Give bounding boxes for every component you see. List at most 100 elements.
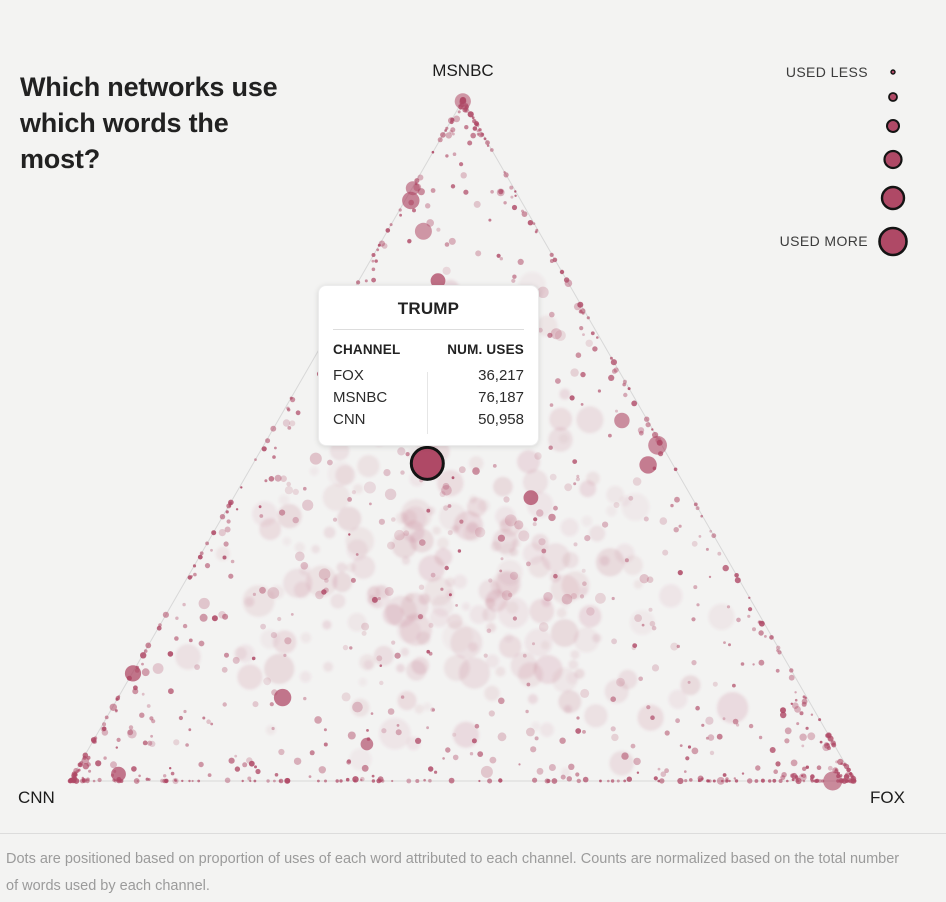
word-dot[interactable] (701, 723, 705, 727)
word-dot[interactable] (445, 132, 452, 139)
word-dot[interactable] (439, 503, 467, 531)
word-dot[interactable] (361, 764, 369, 772)
word-dot[interactable] (376, 778, 382, 784)
word-dot[interactable] (273, 688, 292, 707)
word-dot[interactable] (483, 653, 488, 658)
word-dot[interactable] (773, 769, 778, 774)
word-dot[interactable] (350, 577, 356, 583)
word-dot[interactable] (816, 765, 822, 770)
word-dot[interactable] (483, 137, 487, 141)
word-dot[interactable] (241, 779, 244, 783)
word-dot[interactable] (211, 530, 217, 536)
word-dot[interactable] (536, 315, 558, 337)
word-dot[interactable] (289, 396, 293, 400)
word-dot[interactable] (586, 607, 595, 616)
word-dot[interactable] (659, 778, 665, 784)
word-dot[interactable] (624, 558, 629, 563)
word-dot[interactable] (560, 774, 566, 780)
word-dot[interactable] (149, 740, 156, 748)
word-dot[interactable] (680, 675, 701, 696)
word-dot[interactable] (384, 586, 394, 596)
word-dot[interactable] (183, 709, 187, 714)
word-dot[interactable] (794, 691, 797, 694)
word-dot[interactable] (723, 641, 726, 644)
word-dot[interactable] (676, 644, 680, 649)
word-dot[interactable] (684, 779, 688, 783)
word-dot[interactable] (611, 368, 617, 374)
word-dot[interactable] (128, 725, 134, 730)
word-dot[interactable] (451, 525, 460, 534)
word-dot[interactable] (133, 778, 140, 784)
word-dot[interactable] (645, 422, 651, 428)
word-dot[interactable] (486, 622, 496, 633)
word-dot[interactable] (498, 189, 504, 195)
word-dot[interactable] (615, 409, 618, 413)
word-dot[interactable] (817, 779, 822, 783)
word-dot[interactable] (775, 668, 780, 673)
word-dot[interactable] (649, 620, 656, 627)
word-dot[interactable] (234, 766, 241, 772)
word-dot[interactable] (573, 627, 600, 653)
word-dot[interactable] (398, 208, 402, 212)
word-dot[interactable] (582, 581, 587, 586)
word-dot[interactable] (562, 552, 579, 569)
word-dot[interactable] (178, 715, 183, 721)
word-dot[interactable] (799, 733, 807, 741)
word-dot[interactable] (758, 630, 764, 636)
word-dot[interactable] (261, 446, 267, 452)
word-dot[interactable] (610, 359, 618, 366)
word-dot[interactable] (389, 223, 393, 227)
word-dot[interactable] (439, 491, 446, 498)
word-dot[interactable] (538, 538, 546, 546)
word-dot[interactable] (82, 752, 89, 758)
word-dot[interactable] (428, 766, 434, 772)
word-dot[interactable] (659, 584, 683, 608)
word-dot[interactable] (608, 374, 615, 381)
word-dot[interactable] (570, 593, 578, 600)
word-dot[interactable] (524, 628, 553, 657)
word-dot[interactable] (778, 779, 783, 783)
word-dot[interactable] (425, 203, 431, 209)
word-dot[interactable] (526, 727, 535, 737)
word-dot[interactable] (558, 433, 569, 444)
word-dot[interactable] (437, 137, 443, 143)
word-dot[interactable] (789, 668, 794, 673)
word-dot[interactable] (705, 716, 714, 725)
word-dot[interactable] (487, 778, 493, 784)
word-dot[interactable] (353, 779, 357, 783)
word-dot[interactable] (255, 768, 261, 775)
word-dot[interactable] (837, 758, 844, 766)
word-dot[interactable] (794, 698, 798, 702)
word-dot[interactable] (469, 605, 489, 624)
word-dot[interactable] (543, 592, 553, 602)
word-dot[interactable] (691, 617, 696, 622)
word-dot[interactable] (608, 433, 612, 438)
word-dot[interactable] (662, 549, 669, 556)
word-dot[interactable] (712, 681, 718, 687)
word-dot[interactable] (387, 541, 395, 550)
word-dot[interactable] (358, 678, 367, 687)
word-dot[interactable] (493, 476, 513, 497)
word-dot[interactable] (443, 505, 449, 511)
word-dot[interactable] (752, 627, 756, 632)
word-dot[interactable] (115, 697, 119, 701)
word-dot[interactable] (324, 578, 329, 583)
word-dot[interactable] (228, 573, 234, 579)
word-dot[interactable] (805, 726, 809, 730)
word-dot[interactable] (801, 773, 807, 778)
word-dot[interactable] (580, 688, 590, 698)
word-dot[interactable] (127, 729, 134, 736)
word-dot[interactable] (614, 412, 630, 429)
word-dot[interactable] (526, 682, 531, 687)
word-dot[interactable] (575, 352, 582, 359)
word-dot[interactable] (309, 750, 315, 756)
word-dot[interactable] (525, 709, 529, 714)
word-dot[interactable] (810, 779, 814, 783)
word-dot[interactable] (592, 346, 598, 352)
word-dot[interactable] (536, 509, 544, 517)
word-dot[interactable] (444, 242, 450, 247)
word-dot[interactable] (760, 778, 765, 783)
word-dot[interactable] (558, 690, 582, 713)
word-dot[interactable] (758, 735, 763, 740)
word-dot[interactable] (302, 499, 314, 511)
